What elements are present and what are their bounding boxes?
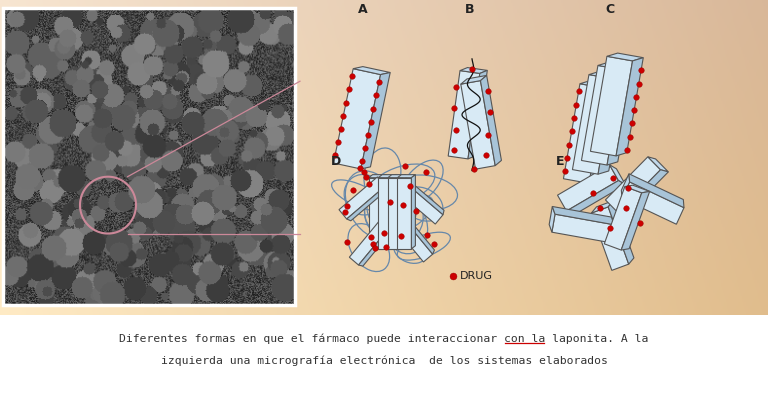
Text: DRUG: DRUG (460, 271, 493, 281)
Polygon shape (598, 76, 625, 174)
Polygon shape (572, 75, 614, 174)
Polygon shape (461, 81, 495, 169)
Polygon shape (369, 178, 382, 249)
Bar (3, 8, 295, 305)
Polygon shape (610, 165, 625, 185)
Polygon shape (621, 174, 630, 198)
Polygon shape (382, 175, 386, 249)
Polygon shape (648, 157, 668, 172)
Polygon shape (461, 75, 487, 84)
Polygon shape (377, 177, 389, 188)
Polygon shape (629, 174, 684, 208)
Polygon shape (580, 81, 616, 88)
Polygon shape (564, 84, 605, 183)
Polygon shape (460, 67, 488, 73)
Polygon shape (333, 69, 381, 169)
Polygon shape (349, 218, 391, 265)
Text: E: E (556, 155, 564, 168)
Text: Diferentes formas en que el fármaco puede interaccionar con la laponita. A la: Diferentes formas en que el fármaco pued… (0, 400, 1, 401)
Text: izquierda una micrografía electrónica  de los sistemas elaborados: izquierda una micrografía electrónica de… (161, 356, 607, 366)
Polygon shape (581, 65, 624, 165)
Polygon shape (397, 175, 415, 178)
Polygon shape (405, 178, 444, 215)
Polygon shape (378, 178, 392, 249)
Polygon shape (607, 67, 634, 165)
Polygon shape (402, 175, 406, 249)
Polygon shape (591, 56, 633, 156)
Polygon shape (401, 211, 435, 254)
Text: C: C (605, 3, 614, 16)
Polygon shape (361, 73, 390, 169)
Polygon shape (591, 200, 614, 213)
Polygon shape (346, 186, 389, 221)
Polygon shape (378, 175, 396, 178)
Polygon shape (369, 175, 386, 178)
Polygon shape (591, 207, 629, 270)
Polygon shape (618, 170, 668, 215)
Polygon shape (552, 214, 614, 243)
Polygon shape (558, 165, 618, 211)
Polygon shape (481, 75, 502, 166)
Polygon shape (392, 211, 402, 223)
Polygon shape (339, 177, 385, 219)
Polygon shape (397, 178, 406, 191)
Polygon shape (589, 71, 625, 79)
Polygon shape (392, 175, 396, 249)
Polygon shape (359, 226, 395, 266)
Polygon shape (605, 157, 660, 213)
Polygon shape (388, 178, 402, 249)
Polygon shape (382, 218, 395, 227)
Polygon shape (608, 200, 634, 264)
Polygon shape (567, 180, 625, 215)
Polygon shape (616, 58, 644, 156)
Polygon shape (412, 175, 415, 249)
Polygon shape (468, 71, 488, 159)
Polygon shape (625, 185, 650, 193)
Polygon shape (388, 175, 406, 178)
Polygon shape (621, 191, 650, 250)
Text: Diferentes formas en que el fármaco puede interaccionar con la laponita. A la: Diferentes formas en que el fármaco pued… (119, 334, 649, 344)
Polygon shape (353, 67, 390, 75)
Polygon shape (392, 215, 432, 262)
Polygon shape (552, 207, 614, 225)
Polygon shape (549, 207, 555, 232)
Polygon shape (598, 62, 634, 70)
Polygon shape (449, 71, 480, 159)
Polygon shape (397, 182, 443, 224)
Text: D: D (331, 155, 341, 168)
Polygon shape (604, 186, 642, 250)
Text: B: B (465, 3, 475, 16)
Polygon shape (622, 182, 684, 224)
Polygon shape (607, 53, 644, 61)
Polygon shape (589, 85, 616, 183)
Polygon shape (397, 178, 412, 249)
Text: A: A (358, 3, 368, 16)
